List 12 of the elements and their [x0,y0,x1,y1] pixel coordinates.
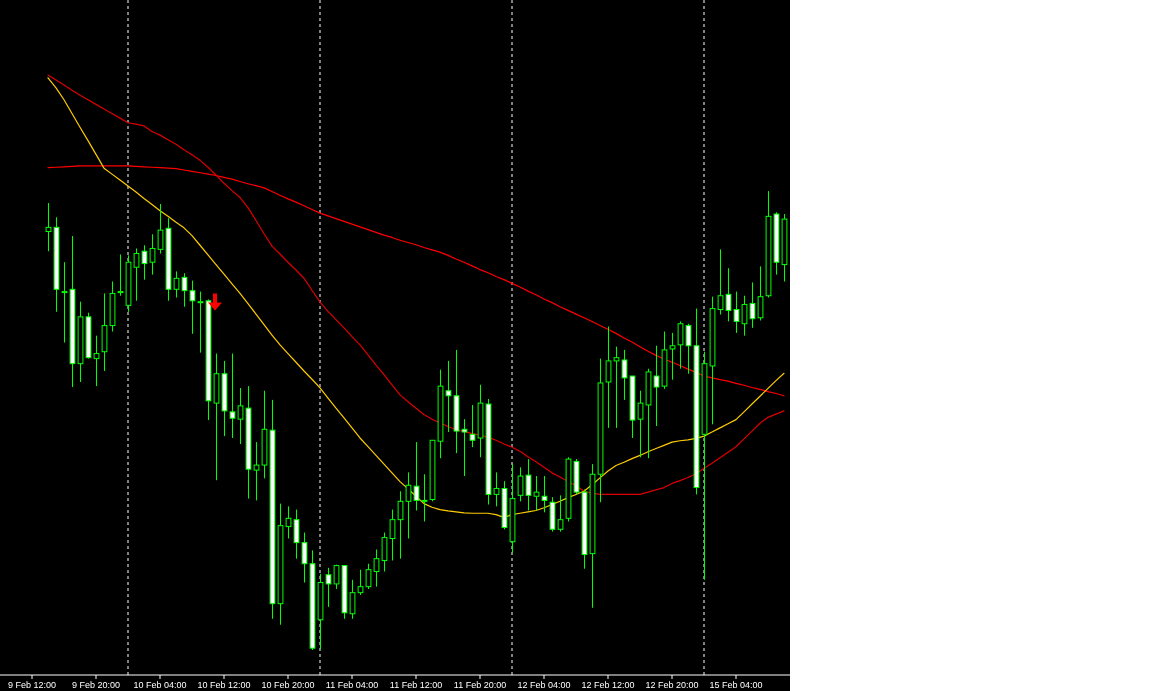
x-tick-label: 11 Feb 12:00 [389,680,443,690]
x-tick-label: 10 Feb 04:00 [133,680,187,690]
x-tick-label: 9 Feb 20:00 [71,680,121,690]
x-tick-label: 11 Feb 04:00 [325,680,379,690]
x-tick-label: 12 Feb 20:00 [645,680,699,690]
x-tick-label: 9 Feb 12:00 [7,680,57,690]
x-tick-label: 12 Feb 12:00 [581,680,635,690]
x-tick-label: 10 Feb 12:00 [197,680,251,690]
x-tick-label: 11 Feb 20:00 [453,680,507,690]
x-tick-label: 12 Feb 04:00 [517,680,571,690]
x-tick-label: 15 Feb 04:00 [709,680,763,690]
x-tick-label: 10 Feb 20:00 [261,680,315,690]
